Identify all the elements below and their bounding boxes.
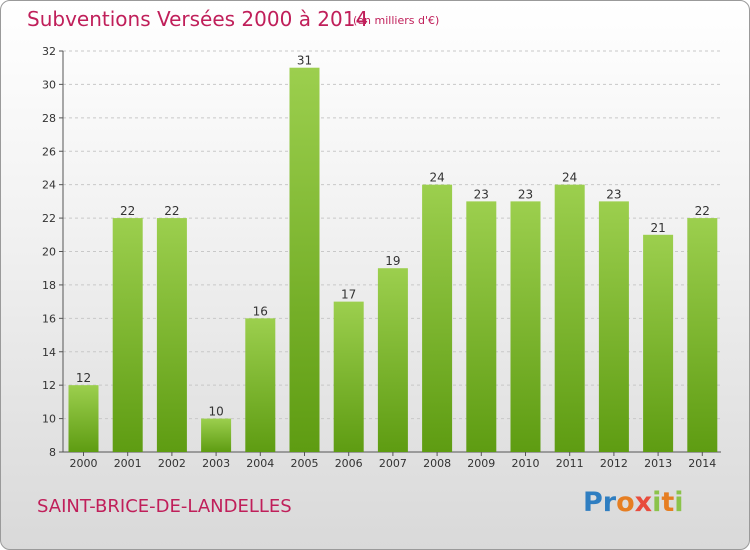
bar-2013 [643,234,674,452]
value-label-2012: 23 [606,187,621,201]
value-label-2008: 24 [429,171,444,185]
bar-2006 [333,301,364,452]
y-tick-label: 18 [42,279,56,292]
bar-2005 [289,67,320,452]
x-tick-label-2009: 2009 [467,457,495,470]
bar-2001 [112,218,143,452]
value-label-2010: 23 [518,187,533,201]
value-label-2005: 31 [297,54,312,68]
x-tick-label-2013: 2013 [644,457,672,470]
bar-2014 [687,218,718,452]
x-tick-label-2004: 2004 [246,457,274,470]
y-tick-label: 14 [42,346,56,359]
y-tick-label: 20 [42,246,56,259]
bar-2003 [201,418,232,452]
value-label-2011: 24 [562,171,577,185]
value-label-2003: 10 [208,405,223,419]
value-label-2006: 17 [341,288,356,302]
value-label-2014: 22 [695,204,710,218]
y-tick-label: 10 [42,413,56,426]
value-label-2001: 22 [120,204,135,218]
bar-2008 [422,184,453,452]
y-tick-label: 12 [42,379,56,392]
y-tick-label: 32 [42,45,56,58]
x-tick-label-2008: 2008 [423,457,451,470]
bar-2004 [245,318,276,452]
chart-title: Subventions Versées 2000 à 2014 [27,7,369,31]
y-tick-label: 22 [42,212,56,225]
chart-unit-label: (en milliers d'€) [353,14,440,27]
x-tick-label-2000: 2000 [70,457,98,470]
value-label-2000: 12 [76,371,91,385]
bar-2012 [598,201,629,452]
x-tick-labels: 2000 2001 2002 2003 2004 2005 2006 2007 2008 2009… [70,457,717,470]
y-tick-label: 24 [42,179,56,192]
y-tick-label: 26 [42,145,56,158]
value-labels: 12 22 22 10 16 31 17 19 24 23 23 24 23 21 22 [76,54,710,419]
y-tick-label: 8 [49,446,56,459]
value-label-2013: 21 [650,221,665,235]
bar-2002 [156,218,187,452]
x-tick-label-2014: 2014 [688,457,716,470]
value-label-2002: 22 [164,204,179,218]
bar-2010 [510,201,541,452]
value-label-2004: 16 [253,304,268,318]
x-tick-label-2002: 2002 [158,457,186,470]
bars [68,67,718,452]
x-tick-label-2003: 2003 [202,457,230,470]
x-tick-label-2001: 2001 [114,457,142,470]
bar-2007 [377,268,408,452]
value-label-2007: 19 [385,254,400,268]
bar-2011 [554,184,585,452]
x-tick-label-2007: 2007 [379,457,407,470]
y-tick-label: 16 [42,312,56,325]
y-tick-labels: 8 10 12 14 16 18 20 22 24 26 28 30 32 [42,45,56,459]
commune-name: SAINT-BRICE-DE-LANDELLES [37,496,292,517]
x-tick-label-2011: 2011 [556,457,584,470]
x-tick-label-2012: 2012 [600,457,628,470]
y-tick-label: 30 [42,78,56,91]
bar-2000 [68,385,99,452]
x-tick-label-2006: 2006 [335,457,363,470]
x-tick-label-2010: 2010 [512,457,540,470]
proxiti-logo: Proxiti [583,487,684,518]
value-label-2009: 23 [474,187,489,201]
y-tick-label: 28 [42,112,56,125]
bar-2009 [466,201,497,452]
x-tick-label-2005: 2005 [291,457,319,470]
